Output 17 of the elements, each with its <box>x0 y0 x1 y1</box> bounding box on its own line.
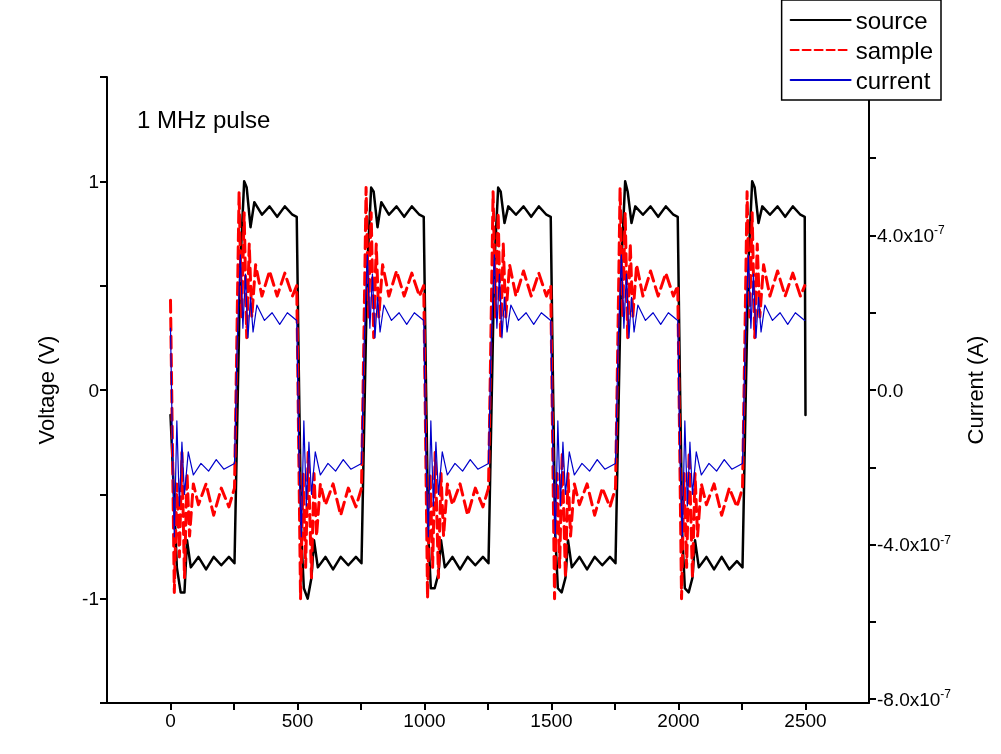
y-tick-label: 1 <box>88 170 99 192</box>
x-tick-label: 0 <box>165 710 176 731</box>
y2-tick-label: 0.0 <box>877 379 904 401</box>
legend-label: source <box>855 6 928 34</box>
x-tick-label: 500 <box>281 710 314 731</box>
x-tick-label: 2500 <box>784 710 827 731</box>
legend-label: current <box>855 66 931 94</box>
text: 1 MHz pulse <box>137 105 271 133</box>
y-tick-label: 0 <box>88 379 99 401</box>
line-series <box>169 254 806 538</box>
legend-label: sample <box>855 36 934 64</box>
x-tick-label: 2000 <box>657 710 700 731</box>
y-axis-title: Voltage (V) <box>33 335 59 445</box>
x-tick-label: 1500 <box>530 710 573 731</box>
y2-axis-title: Current (A) <box>962 335 988 445</box>
y-tick-label: -1 <box>82 588 99 610</box>
x-tick-label: 1000 <box>403 710 446 731</box>
